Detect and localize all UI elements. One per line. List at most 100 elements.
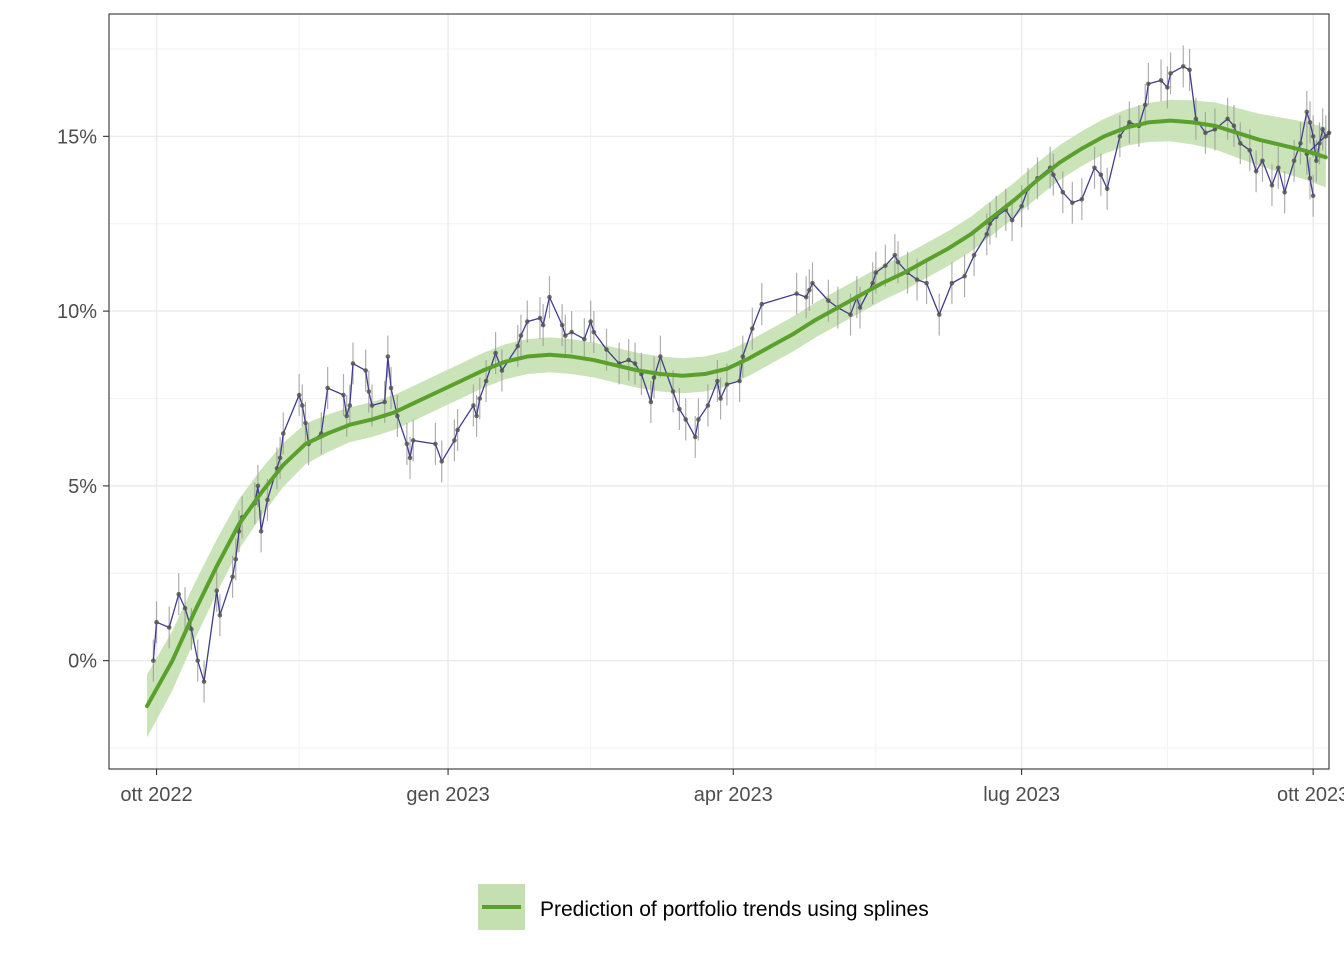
observed-point [471,403,476,408]
observed-point [1127,120,1132,125]
observed-point [883,263,888,268]
observed-point [1275,165,1281,171]
x-tick-label: apr 2023 [694,784,773,806]
observed-point [569,329,574,335]
observed-point [363,368,368,373]
observed-point [1158,78,1164,83]
observed-point [477,396,483,401]
observed-point [971,252,977,258]
observed-point [1282,189,1287,195]
observed-point [515,343,521,349]
observed-point [176,591,182,597]
x-tick-label: gen 2023 [406,784,489,806]
observed-point [474,413,479,419]
confidence-band [147,99,1326,738]
observed-point [857,305,863,310]
observed-point [826,298,831,303]
observed-point [296,392,302,398]
observed-point [559,322,565,328]
observed-point [540,322,546,328]
observed-point [189,626,194,632]
observed-point [1269,182,1275,188]
observed-point [895,259,901,265]
observed-point [280,431,286,436]
observed-point [255,483,261,489]
x-tick-label: lug 2023 [983,784,1060,806]
observed-point [749,326,755,331]
observed-point [705,403,711,408]
observed-point [803,294,809,300]
observed-point [1060,189,1066,195]
observed-point [1009,217,1015,223]
observed-point [265,497,270,503]
observed-point [626,357,631,363]
observed-point [1237,141,1243,146]
observed-point [277,455,283,461]
observed-point [648,399,654,405]
spline-line [145,118,1328,709]
observed-point [718,396,723,401]
observed-point [407,455,413,461]
observed-point [366,389,372,394]
observed-point [759,301,765,307]
observed-point [182,605,188,611]
y-tick-label: 10% [57,301,97,323]
observed-point [870,280,875,286]
observed-point [325,385,330,391]
observed-point [1317,141,1322,146]
observed-point [1187,67,1192,73]
observed-point [696,417,701,422]
observed-point [214,588,220,594]
observed-point [591,329,597,335]
grid-minor [109,14,1329,769]
observed-point [1291,158,1297,164]
grid-major [109,14,1329,769]
legend: Prediction of portfolio trends using spl… [478,884,929,930]
observed-point [233,556,239,562]
observed-point [588,319,593,324]
observed-point [677,406,682,412]
observed-point [1320,127,1325,132]
observed-point [195,658,201,663]
observed-point [962,273,967,279]
observed-point [341,392,346,398]
observed-point [807,287,812,293]
confidence-band-layer [147,99,1326,738]
observed-point [1098,172,1104,178]
observed-point [217,612,223,618]
observed-point [347,403,353,408]
observed-point [518,333,524,338]
observed-point [1146,81,1151,87]
observed-point [385,354,391,359]
observed-point [658,354,663,359]
observed-point [1304,109,1310,115]
observed-point [1142,102,1148,108]
observed-point [1193,116,1199,122]
observed-point [493,350,498,356]
observed-point [1314,158,1319,164]
observed-point [1051,172,1056,178]
observed-point [892,252,898,258]
observed-point [1310,134,1316,139]
observed-point [1117,134,1123,139]
observed-point [632,361,638,366]
observed-point [410,438,416,443]
observed-point [651,375,657,380]
x-tick-label: ott 2023 [1277,784,1344,806]
observed-point [563,333,568,338]
observed-point [154,619,159,625]
observed-point [369,403,375,408]
observed-point [483,378,489,384]
observed-point [582,336,587,342]
observed-point [537,315,543,321]
observed-point [810,280,815,286]
observed-point [1310,193,1316,199]
y-tick-label: 5% [68,476,97,498]
observed-point [455,427,460,433]
observed-point [1079,196,1085,202]
y-axis: 0% 5% 10% 15% [57,126,109,673]
observed-point [1298,141,1303,146]
observed-point [433,441,438,447]
